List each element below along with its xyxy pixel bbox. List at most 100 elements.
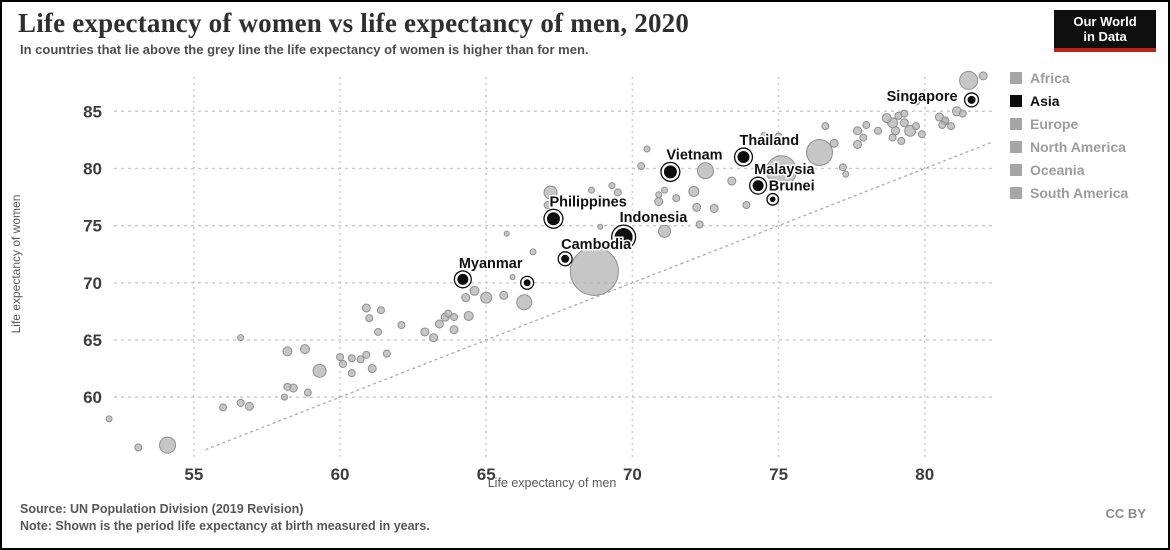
country-point[interactable] xyxy=(597,223,604,230)
country-point[interactable] xyxy=(637,162,646,171)
country-point[interactable] xyxy=(312,363,327,378)
scatter-plot[interactable]: 60 65 70 75 80 85 55 60 65 70 75 80 Singapore Thailan… xyxy=(2,60,1007,502)
country-point[interactable] xyxy=(463,310,474,321)
country-point-asia[interactable] xyxy=(546,212,560,226)
country-point[interactable] xyxy=(760,131,768,139)
owid-logo[interactable]: Our World in Data xyxy=(1054,10,1156,52)
country-point[interactable] xyxy=(509,274,516,281)
country-point[interactable] xyxy=(806,138,834,166)
country-point[interactable] xyxy=(695,220,704,229)
country-point[interactable] xyxy=(543,185,558,200)
legend-item-europe[interactable]: Europe xyxy=(1010,116,1128,132)
country-point[interactable] xyxy=(480,291,493,304)
country-point[interactable] xyxy=(891,126,901,136)
country-point[interactable] xyxy=(420,327,430,337)
country-point-asia[interactable] xyxy=(663,165,677,179)
country-point[interactable] xyxy=(382,349,391,358)
country-point[interactable] xyxy=(608,182,616,190)
country-point-asia[interactable] xyxy=(457,273,469,285)
country-point[interactable] xyxy=(842,170,850,178)
country-point[interactable] xyxy=(516,294,533,311)
country-point[interactable] xyxy=(587,186,595,194)
country-point[interactable] xyxy=(569,246,619,296)
country-point[interactable] xyxy=(303,388,312,397)
country-point[interactable] xyxy=(938,121,947,130)
country-point[interactable] xyxy=(959,70,979,90)
country-point[interactable] xyxy=(362,350,371,359)
country-point[interactable] xyxy=(958,109,967,118)
country-point[interactable] xyxy=(499,290,509,300)
country-point[interactable] xyxy=(766,155,798,187)
country-point[interactable] xyxy=(374,327,383,336)
country-point[interactable] xyxy=(219,403,228,412)
country-point[interactable] xyxy=(899,118,909,128)
country-point[interactable] xyxy=(853,126,863,136)
country-point[interactable] xyxy=(434,319,444,329)
license-badge[interactable]: CC BY xyxy=(1105,506,1146,521)
country-point[interactable] xyxy=(461,293,471,303)
country-point[interactable] xyxy=(881,113,892,124)
country-point[interactable] xyxy=(347,354,356,363)
country-point[interactable] xyxy=(361,303,371,313)
country-point[interactable] xyxy=(280,393,288,401)
country-point[interactable] xyxy=(283,382,292,391)
legend-item-africa[interactable]: Africa xyxy=(1010,70,1128,86)
country-point[interactable] xyxy=(829,138,839,148)
country-point[interactable] xyxy=(897,137,906,146)
country-point[interactable] xyxy=(282,346,293,357)
country-point[interactable] xyxy=(449,325,459,335)
country-point[interactable] xyxy=(450,313,459,322)
country-point-asia[interactable] xyxy=(737,151,750,164)
country-point[interactable] xyxy=(692,202,702,212)
country-point[interactable] xyxy=(376,306,385,315)
country-point[interactable] xyxy=(978,71,988,81)
country-point[interactable] xyxy=(367,364,377,374)
country-point-asia[interactable] xyxy=(561,254,570,263)
country-point[interactable] xyxy=(237,334,245,342)
country-point[interactable] xyxy=(742,201,751,210)
country-point[interactable] xyxy=(529,248,537,256)
country-point-asia[interactable] xyxy=(769,196,776,203)
legend-item-south-america[interactable]: South America xyxy=(1010,185,1128,201)
country-point[interactable] xyxy=(134,443,143,452)
country-point[interactable] xyxy=(159,436,177,454)
country-point[interactable] xyxy=(397,321,406,330)
country-point-asia[interactable] xyxy=(752,180,764,192)
country-point[interactable] xyxy=(347,369,356,378)
country-point[interactable] xyxy=(947,122,956,131)
legend-item-asia[interactable]: Asia xyxy=(1010,93,1128,109)
country-point[interactable] xyxy=(888,133,897,142)
country-point[interactable] xyxy=(688,185,700,197)
country-point[interactable] xyxy=(469,285,480,296)
country-point[interactable] xyxy=(873,126,882,135)
country-point[interactable] xyxy=(336,353,345,362)
legend-item-oceania[interactable]: Oceania xyxy=(1010,162,1128,178)
country-point[interactable] xyxy=(236,398,245,407)
country-point[interactable] xyxy=(658,224,672,238)
country-point[interactable] xyxy=(105,415,113,423)
country-point[interactable] xyxy=(917,130,926,139)
country-point[interactable] xyxy=(727,176,737,186)
country-point[interactable] xyxy=(853,139,863,149)
country-point[interactable] xyxy=(444,309,453,318)
country-point[interactable] xyxy=(654,197,664,207)
country-point[interactable] xyxy=(862,121,871,130)
country-point[interactable] xyxy=(356,355,365,364)
country-point[interactable] xyxy=(838,163,847,172)
country-point[interactable] xyxy=(503,230,510,237)
country-point[interactable] xyxy=(821,122,830,131)
country-point[interactable] xyxy=(774,132,783,141)
country-point-asia[interactable] xyxy=(614,228,633,247)
country-point[interactable] xyxy=(613,188,622,197)
country-point[interactable] xyxy=(543,201,552,210)
country-point[interactable] xyxy=(672,194,681,203)
country-point[interactable] xyxy=(911,96,921,106)
country-point[interactable] xyxy=(244,401,254,411)
country-point[interactable] xyxy=(429,333,439,343)
country-point[interactable] xyxy=(696,162,714,180)
country-point[interactable] xyxy=(299,344,310,355)
country-point[interactable] xyxy=(859,133,868,142)
country-point[interactable] xyxy=(338,359,347,368)
country-point[interactable] xyxy=(643,145,651,153)
country-point[interactable] xyxy=(911,122,920,131)
